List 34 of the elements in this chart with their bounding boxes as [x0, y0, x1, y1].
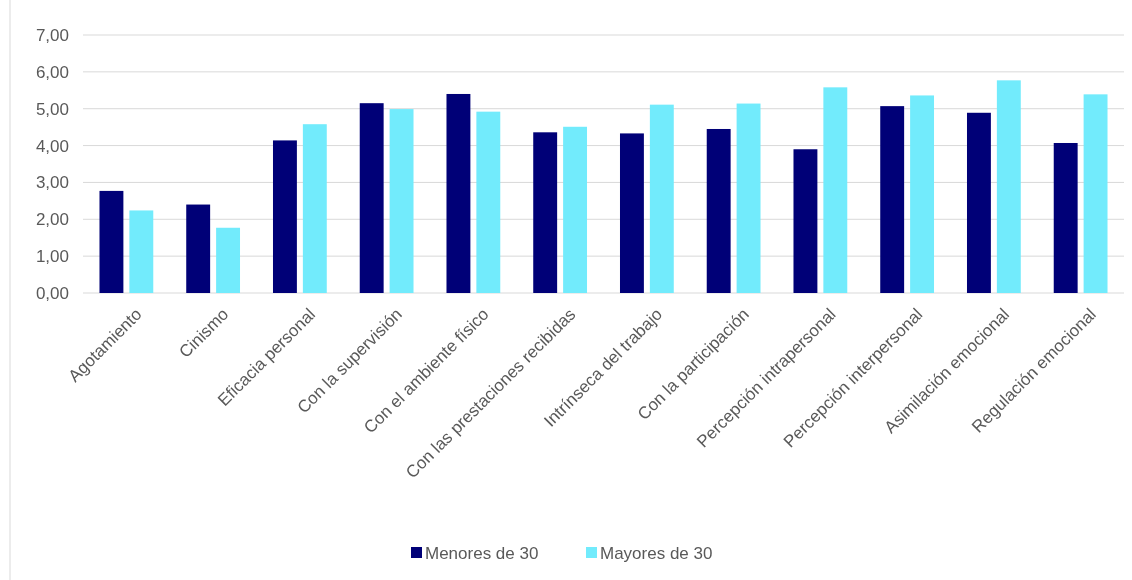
legend-label: Mayores de 30 — [600, 543, 713, 563]
y-tick-label: 3,00 — [35, 173, 69, 193]
bar — [910, 95, 935, 293]
bar — [966, 112, 991, 293]
bar — [619, 133, 644, 293]
bar — [476, 111, 501, 293]
y-tick-label: 0,00 — [35, 283, 69, 303]
bar — [129, 210, 154, 293]
bar — [1083, 94, 1108, 293]
y-tick-label: 4,00 — [35, 136, 69, 156]
bar — [996, 80, 1021, 293]
bar — [533, 132, 558, 293]
y-tick-label: 1,00 — [35, 247, 69, 267]
bar — [99, 190, 124, 293]
y-tick-label: 2,00 — [35, 210, 69, 230]
bar — [880, 106, 905, 293]
bar — [793, 149, 818, 293]
bar — [1053, 142, 1078, 293]
legend-label: Menores de 30 — [425, 543, 539, 563]
bar — [649, 104, 674, 293]
y-tick-label: 6,00 — [35, 62, 69, 82]
bar — [302, 124, 327, 293]
bar — [736, 103, 761, 293]
bar — [272, 140, 297, 293]
bar — [186, 204, 211, 293]
bar — [823, 87, 848, 293]
bar — [389, 109, 414, 293]
bar — [216, 227, 241, 293]
bar — [446, 93, 471, 293]
bar — [563, 126, 588, 293]
bar — [359, 103, 384, 293]
y-tick-label: 5,00 — [35, 99, 69, 119]
bar — [706, 128, 731, 293]
y-tick-label: 7,00 — [35, 25, 69, 45]
